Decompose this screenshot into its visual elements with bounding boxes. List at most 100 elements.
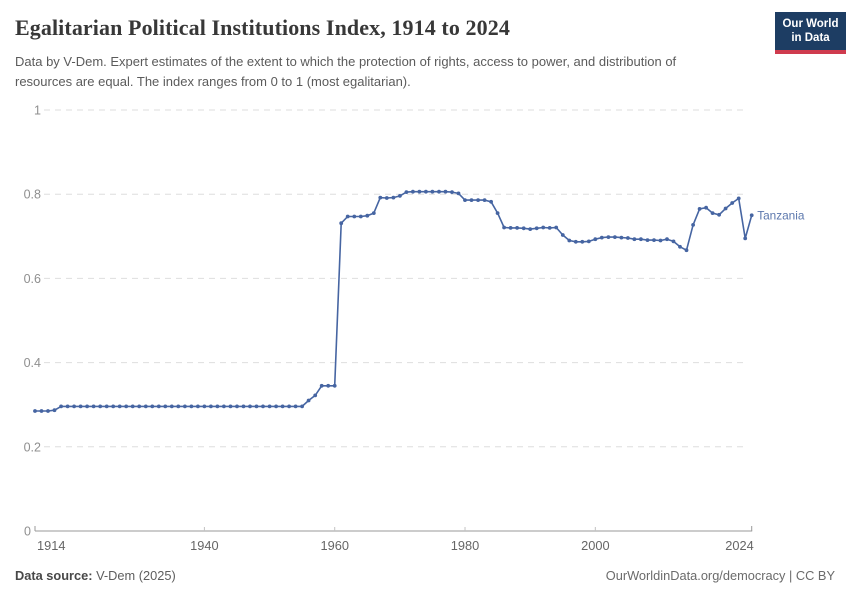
data-point[interactable] <box>39 409 44 413</box>
data-point[interactable] <box>730 201 735 205</box>
footer-license-link[interactable]: OurWorldinData.org/democracy | CC BY <box>605 568 835 583</box>
data-point[interactable] <box>599 235 604 240</box>
data-point[interactable] <box>150 404 155 409</box>
data-point[interactable] <box>215 404 220 409</box>
data-point[interactable] <box>658 238 663 243</box>
data-point[interactable] <box>710 211 715 216</box>
data-point[interactable] <box>534 226 539 231</box>
data-point[interactable] <box>85 404 89 409</box>
data-point[interactable] <box>137 404 142 409</box>
data-point[interactable] <box>156 404 161 409</box>
data-point[interactable] <box>613 235 617 240</box>
data-point[interactable] <box>72 404 76 409</box>
data-point[interactable] <box>378 195 383 200</box>
data-point[interactable] <box>697 207 702 211</box>
data-point[interactable] <box>645 238 650 243</box>
data-point[interactable] <box>606 235 611 240</box>
data-point[interactable] <box>743 236 748 241</box>
data-point[interactable] <box>371 211 376 216</box>
data-point[interactable] <box>384 196 389 200</box>
data-point[interactable] <box>332 383 337 388</box>
data-point[interactable] <box>411 189 415 194</box>
data-point[interactable] <box>46 409 50 413</box>
data-point[interactable] <box>254 404 259 409</box>
data-point[interactable] <box>515 226 519 230</box>
data-point[interactable] <box>326 383 331 388</box>
data-point[interactable] <box>111 404 116 409</box>
data-point[interactable] <box>417 189 422 194</box>
data-point[interactable] <box>104 404 109 409</box>
data-point[interactable] <box>293 404 298 409</box>
data-point[interactable] <box>287 404 291 409</box>
data-point[interactable] <box>319 383 324 388</box>
data-point[interactable] <box>528 227 533 232</box>
data-point[interactable] <box>65 404 70 409</box>
data-point[interactable] <box>176 404 181 409</box>
data-point[interactable] <box>567 238 572 243</box>
data-point[interactable] <box>489 199 493 204</box>
data-point[interactable] <box>476 198 480 203</box>
data-point[interactable] <box>547 226 552 230</box>
data-point[interactable] <box>430 189 435 194</box>
data-point[interactable] <box>163 404 168 409</box>
data-point[interactable] <box>678 244 682 249</box>
data-point[interactable] <box>495 211 500 216</box>
data-point[interactable] <box>248 404 252 409</box>
data-point[interactable] <box>652 238 656 243</box>
data-point[interactable] <box>632 237 637 242</box>
data-point[interactable] <box>274 404 278 409</box>
data-point[interactable] <box>130 404 135 409</box>
data-point[interactable] <box>124 404 129 409</box>
data-point[interactable] <box>508 226 513 230</box>
data-point[interactable] <box>117 404 122 409</box>
data-point[interactable] <box>704 205 708 210</box>
data-point[interactable] <box>404 190 409 195</box>
data-point[interactable] <box>573 239 578 244</box>
data-point[interactable] <box>463 198 467 203</box>
data-point[interactable] <box>52 408 57 413</box>
data-point[interactable] <box>443 189 448 194</box>
data-point[interactable] <box>398 194 402 198</box>
data-point[interactable] <box>313 393 318 398</box>
data-point[interactable] <box>33 409 37 413</box>
data-point[interactable] <box>98 404 103 409</box>
data-point[interactable] <box>143 404 148 409</box>
data-point[interactable] <box>424 189 428 194</box>
data-point[interactable] <box>456 191 461 196</box>
data-point[interactable] <box>169 404 174 409</box>
data-point[interactable] <box>560 233 565 237</box>
data-point[interactable] <box>352 214 357 219</box>
data-point[interactable] <box>300 404 304 409</box>
data-point[interactable] <box>541 225 546 230</box>
data-point[interactable] <box>235 404 239 409</box>
data-point[interactable] <box>639 237 643 242</box>
data-point[interactable] <box>196 404 200 409</box>
data-point[interactable] <box>626 236 630 240</box>
data-point[interactable] <box>749 213 754 218</box>
data-point[interactable] <box>665 237 669 242</box>
data-point[interactable] <box>469 198 474 203</box>
data-point[interactable] <box>267 404 272 409</box>
data-point[interactable] <box>586 239 591 244</box>
series-line[interactable] <box>34 190 753 412</box>
data-point[interactable] <box>280 404 285 409</box>
data-point[interactable] <box>736 196 741 201</box>
data-point[interactable] <box>241 404 246 409</box>
data-point[interactable] <box>619 235 624 240</box>
data-point[interactable] <box>521 226 526 231</box>
data-point[interactable] <box>78 404 83 409</box>
data-point[interactable] <box>593 237 598 242</box>
data-point[interactable] <box>580 239 585 244</box>
data-point[interactable] <box>306 398 311 403</box>
data-point[interactable] <box>554 225 559 230</box>
data-point[interactable] <box>391 195 396 200</box>
data-point[interactable] <box>222 404 226 409</box>
data-point[interactable] <box>691 223 695 227</box>
data-point[interactable] <box>228 404 233 409</box>
data-point[interactable] <box>59 404 63 409</box>
data-point[interactable] <box>717 212 721 217</box>
data-point[interactable] <box>91 404 96 409</box>
data-point[interactable] <box>209 404 213 409</box>
data-point[interactable] <box>482 198 487 203</box>
data-point[interactable] <box>671 239 676 244</box>
